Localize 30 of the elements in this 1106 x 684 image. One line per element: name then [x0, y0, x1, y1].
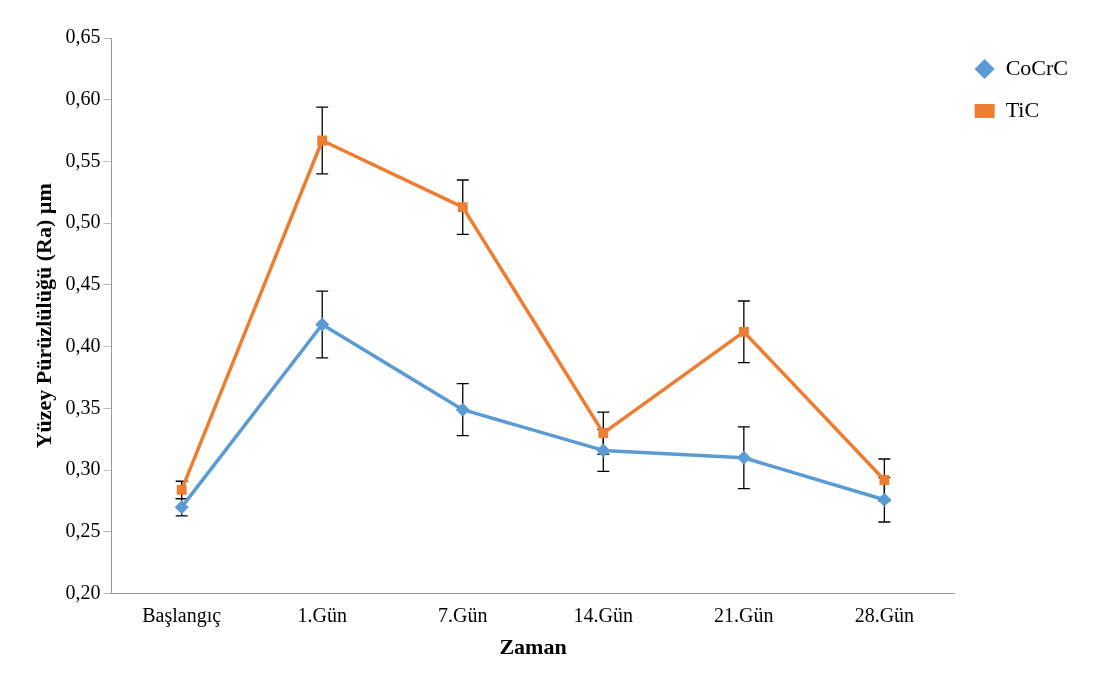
- y-tick-label: 0,65: [65, 25, 101, 48]
- y-tick-label: 0,60: [65, 86, 101, 109]
- y-tick-label: 0,40: [65, 333, 101, 356]
- y-tick-label: 0,25: [65, 519, 101, 542]
- point: [596, 443, 611, 458]
- x-tick-label: 1.Gün: [297, 603, 347, 626]
- x-tick-label: Başlangıç: [142, 603, 222, 627]
- point: [877, 492, 892, 507]
- legend-label: TiC: [1005, 96, 1040, 122]
- y-tick-label: 0,30: [65, 457, 101, 480]
- x-tick-label: 14.Gün: [573, 603, 634, 626]
- point: [598, 428, 609, 439]
- point: [455, 402, 470, 417]
- y-axis-title: Yüzey Pürüzlülüğü (Ra) µm: [30, 183, 56, 449]
- y-tick-label: 0,45: [65, 272, 101, 295]
- y-tick-label: 0,55: [65, 148, 101, 171]
- point: [738, 326, 749, 337]
- x-tick-label: 7.Gün: [438, 603, 488, 626]
- point: [317, 135, 328, 146]
- x-tick-label: 28.Gün: [854, 603, 915, 626]
- y-tick-label: 0,35: [65, 395, 101, 418]
- legend-label: CoCrC: [1005, 54, 1069, 80]
- point: [457, 202, 468, 213]
- x-axis-title: Zaman: [499, 634, 567, 660]
- point: [879, 475, 890, 485]
- x-tick-label: 21.Gün: [714, 603, 774, 626]
- point: [315, 317, 330, 332]
- point: [736, 450, 751, 465]
- y-tick-label: 0,50: [65, 210, 101, 233]
- y-tick-label: 0,20: [65, 580, 101, 603]
